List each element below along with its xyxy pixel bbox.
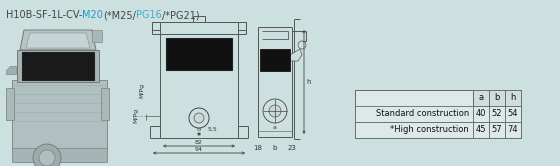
Text: 40: 40 <box>476 110 486 119</box>
Bar <box>473 106 489 122</box>
Polygon shape <box>26 33 90 48</box>
Bar <box>355 90 521 138</box>
Bar <box>12 148 107 162</box>
Text: h: h <box>306 79 310 85</box>
Circle shape <box>189 108 209 128</box>
Text: 23: 23 <box>288 145 296 151</box>
Bar <box>166 38 232 70</box>
Text: PG16: PG16 <box>136 10 162 20</box>
Text: M/Pg: M/Pg <box>133 108 138 123</box>
Bar <box>505 90 521 106</box>
Bar <box>489 106 505 122</box>
Bar <box>489 90 505 106</box>
Text: a: a <box>478 93 484 102</box>
Circle shape <box>269 105 281 117</box>
Bar <box>22 52 94 80</box>
Polygon shape <box>6 66 16 74</box>
Text: *High construction: *High construction <box>390 125 469 134</box>
Text: 54: 54 <box>508 110 518 119</box>
Text: b: b <box>494 93 500 102</box>
Bar <box>505 106 521 122</box>
Text: 57: 57 <box>492 125 502 134</box>
Polygon shape <box>20 30 96 50</box>
Circle shape <box>33 144 61 166</box>
Bar <box>473 90 489 106</box>
Text: 18: 18 <box>254 145 263 151</box>
Bar <box>355 122 521 138</box>
Text: 74: 74 <box>508 125 519 134</box>
Bar <box>473 122 489 138</box>
Text: M20: M20 <box>82 10 103 20</box>
Text: 45: 45 <box>476 125 486 134</box>
Bar <box>12 80 107 150</box>
Text: h: h <box>510 93 516 102</box>
Polygon shape <box>290 49 302 61</box>
Text: Standard construction: Standard construction <box>376 110 469 119</box>
Text: b: b <box>273 145 277 151</box>
Bar <box>355 106 521 122</box>
Circle shape <box>194 113 204 123</box>
Text: H10B-SF-1L-CV-: H10B-SF-1L-CV- <box>6 10 82 20</box>
Text: (*M25/: (*M25/ <box>103 10 136 20</box>
Text: 94: 94 <box>195 147 203 152</box>
Bar <box>489 122 505 138</box>
Text: 82: 82 <box>195 140 203 145</box>
Text: /*PG21): /*PG21) <box>162 10 199 20</box>
Bar <box>260 49 290 71</box>
Circle shape <box>39 150 55 166</box>
Bar <box>92 30 102 42</box>
Text: M/Pg: M/Pg <box>139 83 144 98</box>
Text: d: d <box>197 127 201 132</box>
Text: 5.5: 5.5 <box>208 127 218 132</box>
Bar <box>505 122 521 138</box>
Circle shape <box>263 99 287 123</box>
Bar <box>17 50 99 82</box>
Bar <box>6 88 14 120</box>
Text: a: a <box>273 125 277 130</box>
Text: 52: 52 <box>492 110 502 119</box>
Bar <box>101 88 109 120</box>
